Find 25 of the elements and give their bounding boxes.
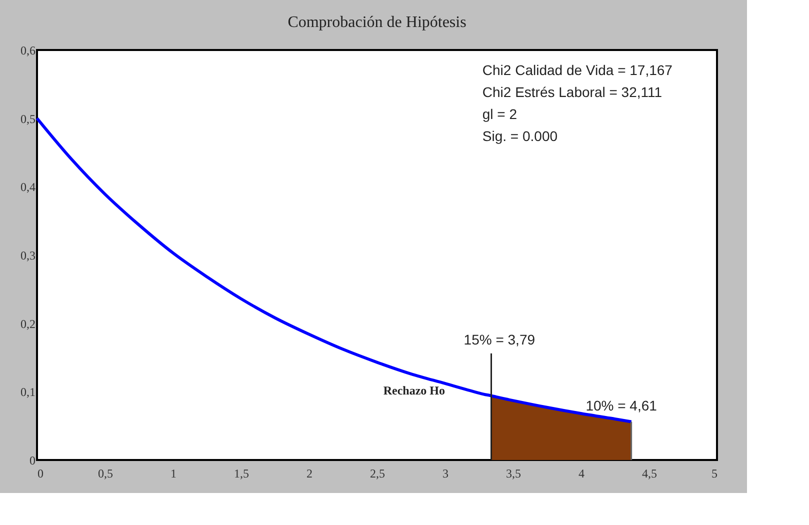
- annotation: gl = 2: [482, 106, 518, 122]
- x-tick-label: 4: [578, 466, 584, 480]
- chart-title: Comprobación de Hipótesis: [288, 14, 466, 31]
- annotation: Sig. = 0.000: [482, 128, 558, 144]
- x-tick-label: 1: [170, 466, 176, 480]
- y-tick-label: 0,2: [20, 316, 36, 331]
- y-tick-label: 0,3: [20, 248, 36, 262]
- x-tick-label: 3,5: [506, 466, 521, 480]
- x-tick-label: 2,5: [370, 466, 385, 480]
- annotation: Rechazo Ho: [383, 383, 445, 398]
- y-tick-label: 0,1: [20, 385, 36, 400]
- annotation: 10% = 4,61: [586, 398, 658, 414]
- annotation: Chi2 Estrés Laboral = 32,111: [482, 84, 662, 100]
- y-tick-label: 0,5: [20, 112, 36, 126]
- annotation: Chi2 Calidad de Vida = 17,167: [482, 62, 673, 78]
- x-tick-label: 4,5: [642, 466, 657, 480]
- x-tick-label: 3: [442, 466, 448, 480]
- y-tick-label: 0: [30, 454, 36, 468]
- annotation: 15% = 3,79: [464, 331, 536, 348]
- x-tick-label: 2: [306, 466, 312, 480]
- y-tick-label: 0,4: [20, 180, 36, 194]
- x-tick-label: 1,5: [234, 466, 249, 480]
- x-tick-label: 0,5: [98, 466, 113, 480]
- x-tick-label: 5: [712, 466, 718, 480]
- y-tick-label: 0,6: [20, 44, 36, 58]
